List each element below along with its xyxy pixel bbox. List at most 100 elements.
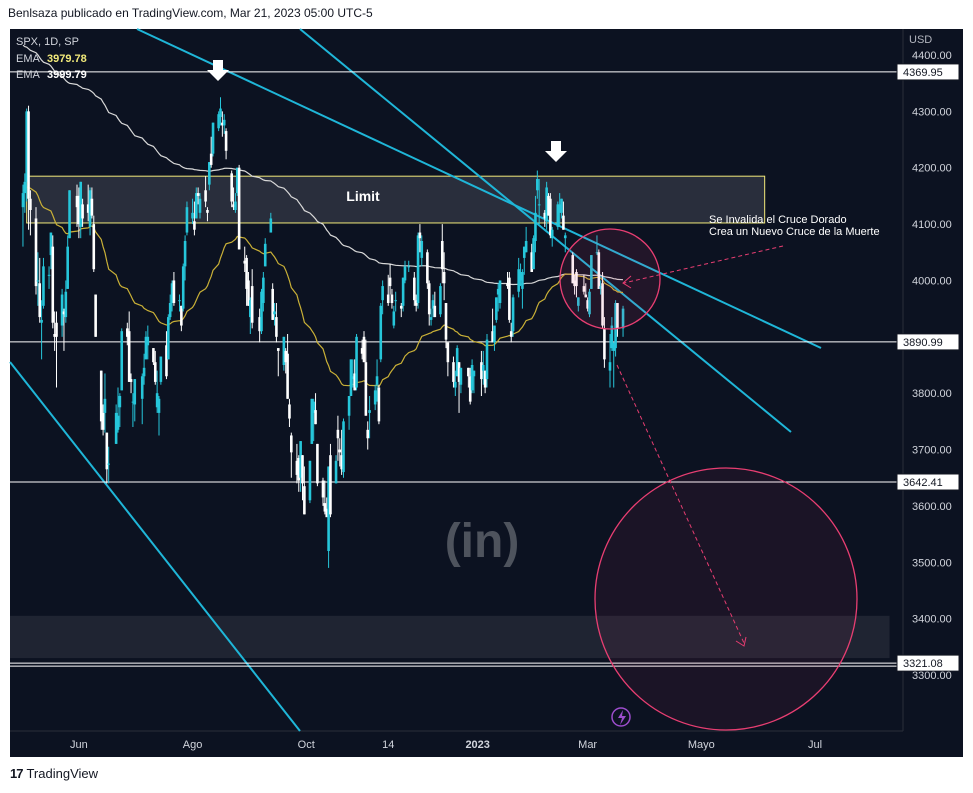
candle <box>440 224 444 284</box>
candle-body <box>413 277 416 301</box>
candle <box>260 288 263 334</box>
candle <box>336 415 340 461</box>
candle-body <box>340 455 343 470</box>
candle-body <box>508 277 511 320</box>
candle <box>416 232 420 309</box>
candle <box>426 249 429 289</box>
candle <box>247 272 250 306</box>
candle <box>314 393 317 425</box>
candle <box>431 294 435 318</box>
candle-body <box>472 370 476 377</box>
candle <box>491 308 494 343</box>
candle <box>159 356 163 385</box>
candle-body <box>40 319 43 323</box>
time-axis-tick: Mar <box>578 739 597 751</box>
candle-body <box>275 317 278 337</box>
candle-body <box>584 294 588 298</box>
candle-body <box>364 362 368 416</box>
candle <box>547 193 550 216</box>
candle-body <box>454 381 457 388</box>
candle <box>467 367 470 388</box>
candle-body <box>338 449 342 453</box>
candle <box>556 201 560 230</box>
candle <box>427 280 431 326</box>
candle <box>40 300 43 360</box>
candle <box>191 198 194 225</box>
candle <box>545 181 548 230</box>
candle-body <box>276 348 280 351</box>
price-axis-tick: 4000.00 <box>912 275 952 287</box>
candle-body <box>446 342 450 363</box>
candle-body <box>133 379 137 405</box>
candle <box>219 97 222 126</box>
candle <box>519 263 522 287</box>
candle-body <box>273 311 276 315</box>
candle <box>303 466 306 515</box>
candle-body <box>459 367 463 385</box>
candle <box>584 283 588 298</box>
candle-body <box>250 286 254 323</box>
tradingview-logo-icon: 17 <box>10 766 24 781</box>
candle-body <box>194 193 198 219</box>
candle-body <box>534 212 537 241</box>
candle <box>211 122 215 157</box>
candle-body <box>599 286 602 289</box>
legend-ema1-value: 3979.78 <box>47 53 87 65</box>
candle <box>386 274 390 306</box>
candle-body <box>217 114 220 129</box>
candle <box>483 370 487 394</box>
candle-body <box>355 336 358 388</box>
candle-body <box>381 286 384 301</box>
candle-body <box>467 367 470 377</box>
candle <box>588 288 591 318</box>
time-axis-background <box>10 731 963 757</box>
candle-body <box>575 272 578 287</box>
candle-body <box>439 286 442 315</box>
candle-body <box>351 376 355 380</box>
candle <box>185 201 189 236</box>
candle <box>549 193 552 239</box>
candle-body <box>208 162 211 185</box>
candle <box>571 252 575 284</box>
candle-body <box>537 204 541 206</box>
candle <box>608 334 612 388</box>
candle <box>414 294 418 312</box>
price-axis-tick: 3500.00 <box>912 557 952 569</box>
candle <box>327 466 330 568</box>
candle <box>418 224 422 253</box>
candle <box>34 207 38 295</box>
footer-brand[interactable]: 17 TradingView <box>10 766 98 781</box>
candle-body <box>219 108 222 117</box>
candle-body <box>126 328 129 337</box>
candle-body <box>390 294 394 303</box>
candle-body <box>360 348 364 354</box>
footer-brand-name: TradingView <box>26 766 99 781</box>
candle <box>349 359 353 396</box>
flash-icon-bolt <box>618 710 626 725</box>
candle-body <box>455 348 459 377</box>
candle-body <box>608 362 612 371</box>
candle-body <box>301 455 304 484</box>
candle <box>595 235 599 256</box>
flash-icon[interactable] <box>611 707 631 727</box>
candle <box>532 235 535 270</box>
down-arrow-icon <box>545 141 567 162</box>
candle <box>245 255 248 306</box>
candle-body <box>55 322 58 337</box>
candle-body <box>470 365 474 391</box>
candle-body <box>153 362 157 382</box>
candle-body <box>532 238 535 270</box>
support-zone <box>10 615 890 659</box>
candle-body <box>105 432 109 470</box>
price-axis-tick: 3800.00 <box>912 388 952 400</box>
candle-body <box>603 328 606 360</box>
candle <box>373 384 377 411</box>
candle <box>204 176 207 208</box>
limit-zone <box>26 175 766 224</box>
candle-body <box>498 280 502 303</box>
candle-body <box>224 131 228 151</box>
candle <box>64 280 68 323</box>
candle <box>269 212 273 233</box>
candle-body <box>221 122 224 126</box>
